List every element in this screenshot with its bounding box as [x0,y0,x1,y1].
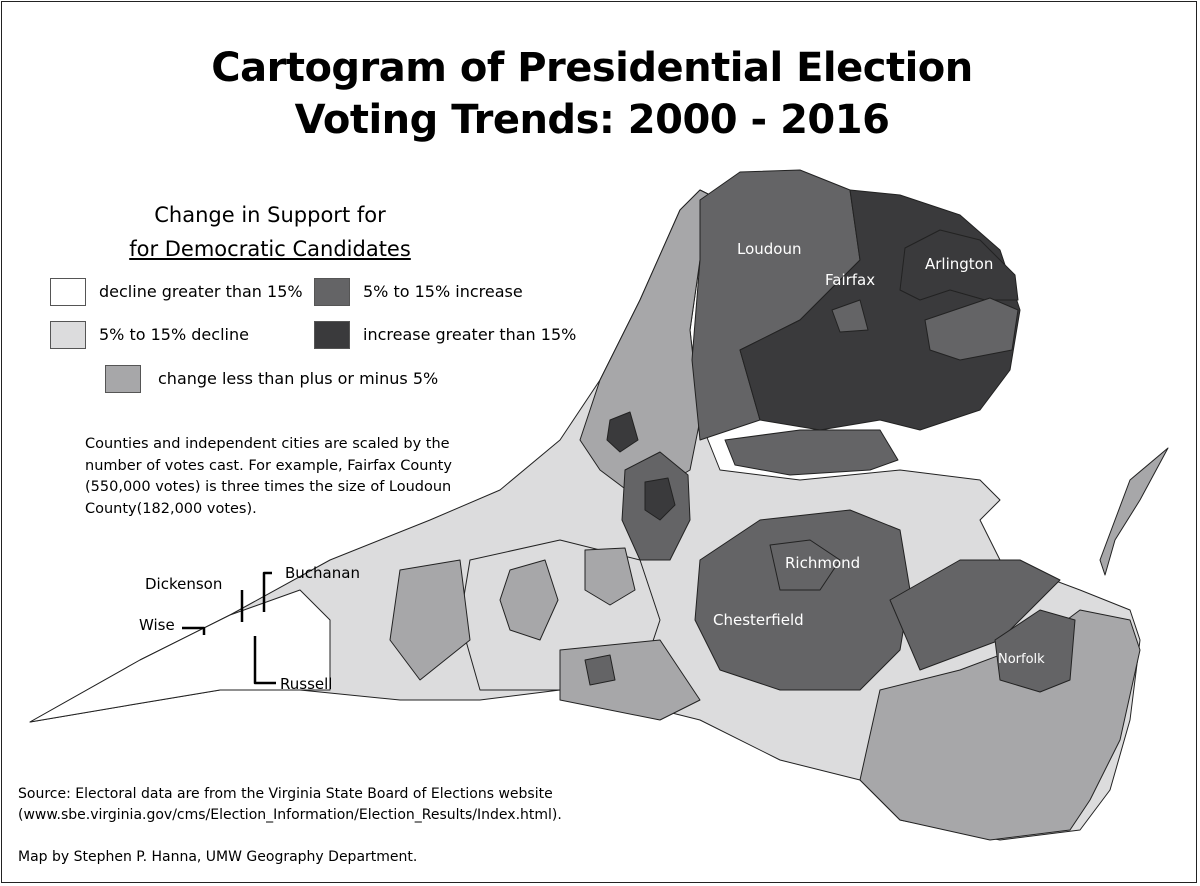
region-fairfax-city [831,299,869,333]
region-mid-blob-2 [584,547,636,606]
label-wise: Wise [139,616,175,634]
title-line-2: Voting Trends: 2000 - 2016 [294,97,890,143]
label-richmond: Richmond [785,554,860,572]
county-line-wise [182,626,206,635]
source-line-1: Source: Electoral data are from the Virg… [18,786,553,802]
region-richmond-chesterfield [694,509,911,691]
region-eastern-shore [1099,447,1169,576]
county-line-buchanan [262,571,272,612]
region-far-west [29,589,331,723]
legend-swatch-decline-gt15 [50,278,86,306]
county-line-russell [253,636,276,685]
region-alexandria [924,297,1019,361]
source-note: Source: Electoral data are from the Virg… [18,784,562,826]
legend-swatch-increase-gt15 [314,321,350,349]
legend-title-line-2: for Democratic Candidates [129,237,411,261]
legend-title-line-1: Change in Support for [154,203,386,227]
legend-title: Change in Support for for Democratic Can… [100,198,440,266]
region-richmond-city [769,539,841,591]
source-line-2: (www.sbe.virginia.gov/cms/Election_Infor… [18,807,562,823]
region-south-dark [584,654,616,686]
legend-label-increase-5-15: 5% to 15% increase [363,282,523,301]
legend-swatch-change-lt5 [105,365,141,393]
label-buchanan: Buchanan [285,564,360,582]
region-arlington [899,229,1019,301]
legend-label-decline-5-15: 5% to 15% decline [99,325,249,344]
scaling-note: Counties and independent cities are scal… [85,436,452,517]
region-mid-blob-1 [499,559,559,641]
label-fairfax: Fairfax [825,271,875,289]
label-norfolk: Norfolk [998,652,1045,667]
label-arlington: Arlington [925,255,993,273]
map-credit: Map by Stephen P. Hanna, UMW Geography D… [18,849,418,865]
label-loudoun: Loudoun [737,240,802,258]
title-line-1: Cartogram of Presidential Election [211,45,973,91]
legend-label-decline-gt15: decline greater than 15% [99,282,303,301]
label-chesterfield: Chesterfield [713,611,804,629]
region-norfolk [994,609,1076,693]
region-west-mid [389,559,471,681]
label-russell: Russell [280,675,332,693]
legend-label-increase-gt15: increase greater than 15% [363,325,577,344]
region-east-mid [889,559,1061,671]
region-valley-dark [606,411,639,453]
map-title: Cartogram of Presidential Election Votin… [0,42,1184,146]
region-valley-center-dark [644,477,676,521]
region-prince-william [724,429,899,476]
legend-label-change-lt5: change less than plus or minus 5% [158,369,439,388]
label-dickenson: Dickenson [145,575,222,593]
legend-swatch-decline-5-15 [50,321,86,349]
legend-swatch-increase-5-15 [314,278,350,306]
